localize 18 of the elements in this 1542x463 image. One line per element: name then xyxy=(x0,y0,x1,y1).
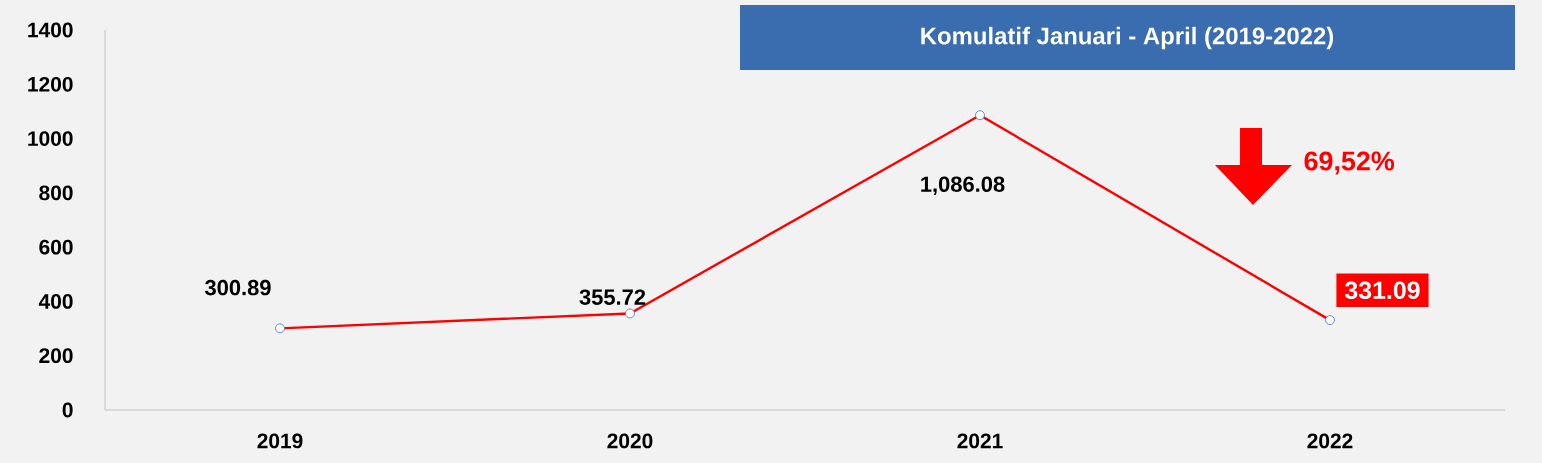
data-label: 331.09 xyxy=(1344,281,1420,300)
y-tick-label: 1000 xyxy=(28,131,73,146)
x-tick-label: 2022 xyxy=(1307,433,1353,449)
x-tick-label: 2019 xyxy=(257,433,303,449)
data-label: 1,086.08 xyxy=(921,176,1005,196)
x-tick-label: 2021 xyxy=(957,433,1003,449)
data-label: 355.72 xyxy=(579,289,646,305)
y-tick-label: 0 xyxy=(62,402,73,418)
y-tick-label: 1200 xyxy=(28,76,73,92)
annotation: 69,52% xyxy=(1304,151,1395,175)
chart-title: Komulatif Januari - April (2019-2022) xyxy=(921,26,1334,50)
y-tick-label: 600 xyxy=(39,239,73,255)
y-tick-label: 200 xyxy=(39,348,73,364)
y-tick-label: 400 xyxy=(38,294,73,309)
y-tick-label: 800 xyxy=(39,185,73,201)
x-tick-label: 2020 xyxy=(607,433,653,449)
data-label: 300.89 xyxy=(204,279,271,296)
y-tick-label: 1400 xyxy=(28,22,73,38)
